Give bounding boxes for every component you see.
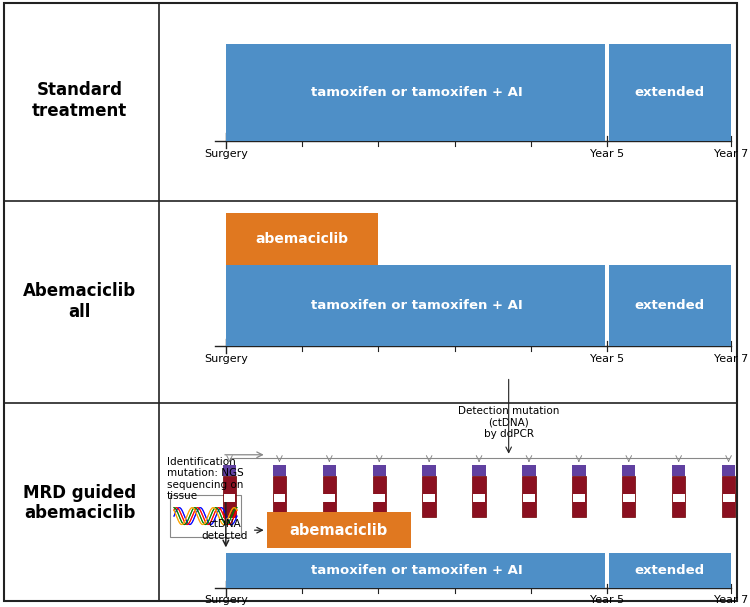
FancyBboxPatch shape <box>273 476 286 517</box>
FancyBboxPatch shape <box>266 512 411 548</box>
Text: Surgery: Surgery <box>204 149 248 158</box>
FancyBboxPatch shape <box>274 494 285 503</box>
Text: tamoxifen or tamoxifen + AI: tamoxifen or tamoxifen + AI <box>310 565 522 577</box>
FancyBboxPatch shape <box>673 494 685 503</box>
FancyBboxPatch shape <box>522 466 536 476</box>
Text: extended: extended <box>634 565 704 577</box>
Text: Year 7: Year 7 <box>714 354 748 364</box>
Text: Abemaciclib
all: Abemaciclib all <box>23 282 136 321</box>
FancyBboxPatch shape <box>472 476 486 517</box>
FancyBboxPatch shape <box>323 494 335 503</box>
FancyBboxPatch shape <box>609 44 730 141</box>
FancyBboxPatch shape <box>226 44 605 141</box>
FancyBboxPatch shape <box>622 476 635 517</box>
FancyBboxPatch shape <box>572 466 586 476</box>
FancyBboxPatch shape <box>374 494 386 503</box>
FancyBboxPatch shape <box>672 466 686 476</box>
Text: Year 5: Year 5 <box>590 149 624 158</box>
FancyBboxPatch shape <box>572 476 586 517</box>
Text: Surgery: Surgery <box>204 354 248 364</box>
Text: Year 5: Year 5 <box>590 595 624 605</box>
FancyBboxPatch shape <box>373 466 386 476</box>
FancyBboxPatch shape <box>373 476 386 517</box>
FancyBboxPatch shape <box>723 494 734 503</box>
FancyBboxPatch shape <box>573 494 585 503</box>
FancyBboxPatch shape <box>523 494 535 503</box>
Text: extended: extended <box>634 86 704 99</box>
Text: Identification
mutation: NGS
sequencing on
tissue: Identification mutation: NGS sequencing … <box>166 456 243 501</box>
FancyBboxPatch shape <box>422 476 436 517</box>
FancyBboxPatch shape <box>273 466 286 476</box>
FancyBboxPatch shape <box>423 494 435 503</box>
Text: Year 7: Year 7 <box>714 149 748 158</box>
FancyBboxPatch shape <box>226 213 378 265</box>
Text: Standard
treatment: Standard treatment <box>32 81 128 120</box>
FancyBboxPatch shape <box>472 466 486 476</box>
Text: Year 7: Year 7 <box>714 595 748 605</box>
FancyBboxPatch shape <box>4 3 736 600</box>
FancyBboxPatch shape <box>722 466 735 476</box>
FancyBboxPatch shape <box>226 265 605 346</box>
Text: MRD guided
abemaciclib: MRD guided abemaciclib <box>23 484 136 523</box>
FancyBboxPatch shape <box>522 476 536 517</box>
Text: abemaciclib: abemaciclib <box>290 523 388 538</box>
FancyBboxPatch shape <box>609 554 730 588</box>
FancyBboxPatch shape <box>223 466 236 476</box>
FancyBboxPatch shape <box>226 554 605 588</box>
Text: tamoxifen or tamoxifen + AI: tamoxifen or tamoxifen + AI <box>310 86 522 99</box>
FancyBboxPatch shape <box>622 466 635 476</box>
FancyBboxPatch shape <box>224 494 236 503</box>
FancyBboxPatch shape <box>170 495 241 537</box>
Text: tamoxifen or tamoxifen + AI: tamoxifen or tamoxifen + AI <box>310 299 522 312</box>
FancyBboxPatch shape <box>672 476 686 517</box>
FancyBboxPatch shape <box>422 466 436 476</box>
FancyBboxPatch shape <box>722 476 735 517</box>
FancyBboxPatch shape <box>322 466 336 476</box>
FancyBboxPatch shape <box>473 494 485 503</box>
FancyBboxPatch shape <box>223 476 236 517</box>
FancyBboxPatch shape <box>622 494 634 503</box>
Text: extended: extended <box>634 299 704 312</box>
Text: abemaciclib: abemaciclib <box>256 232 349 246</box>
Text: Year 5: Year 5 <box>590 354 624 364</box>
Text: Detection mutation
(ctDNA)
by ddPCR: Detection mutation (ctDNA) by ddPCR <box>458 405 560 439</box>
Text: Surgery: Surgery <box>204 595 248 605</box>
FancyBboxPatch shape <box>322 476 336 517</box>
Text: ctDNA
detected: ctDNA detected <box>202 520 248 541</box>
FancyBboxPatch shape <box>609 265 730 346</box>
